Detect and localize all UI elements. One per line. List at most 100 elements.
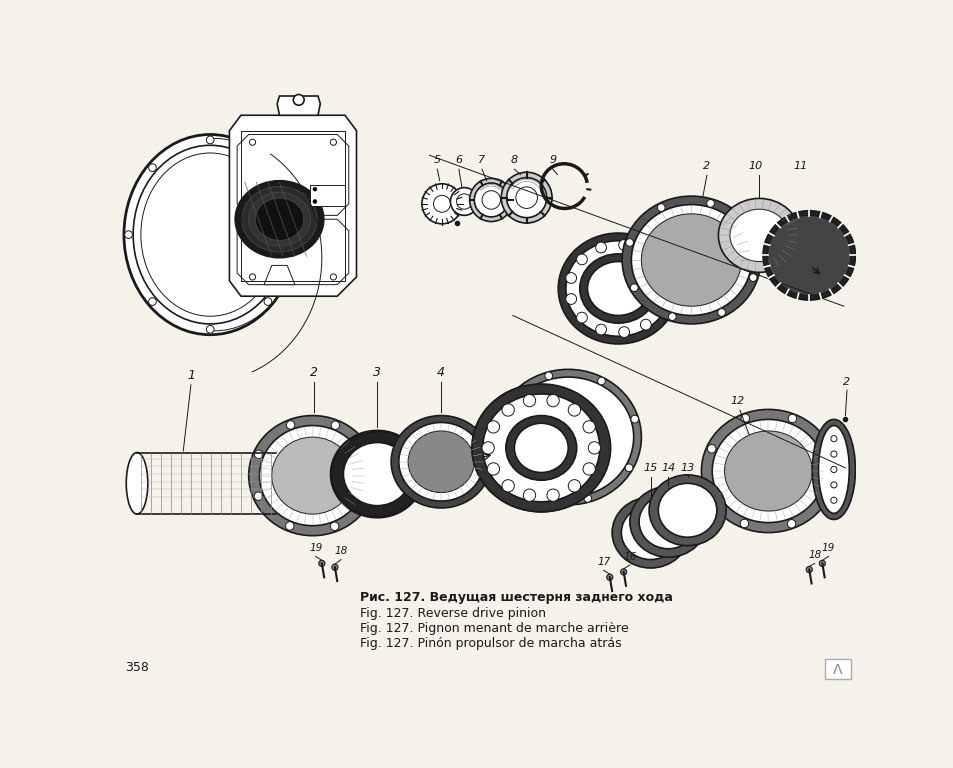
Text: 11: 11 <box>793 161 807 171</box>
Circle shape <box>546 395 558 407</box>
Polygon shape <box>277 96 320 115</box>
Circle shape <box>830 482 836 488</box>
Ellipse shape <box>558 233 678 344</box>
Circle shape <box>503 402 511 410</box>
Ellipse shape <box>767 215 850 296</box>
Text: 4: 4 <box>436 366 445 379</box>
Circle shape <box>330 522 338 531</box>
Circle shape <box>285 521 294 530</box>
Circle shape <box>487 421 499 433</box>
Ellipse shape <box>587 262 648 316</box>
Ellipse shape <box>408 431 474 492</box>
Ellipse shape <box>482 394 599 502</box>
Circle shape <box>588 442 600 454</box>
Text: 1: 1 <box>187 369 194 382</box>
Circle shape <box>362 493 371 502</box>
Text: 6: 6 <box>455 155 462 165</box>
Ellipse shape <box>242 187 316 252</box>
Circle shape <box>618 240 629 250</box>
Circle shape <box>362 451 371 459</box>
Circle shape <box>149 298 156 306</box>
Circle shape <box>568 480 580 492</box>
Text: 2: 2 <box>702 161 710 171</box>
Circle shape <box>655 303 666 314</box>
Circle shape <box>830 497 836 503</box>
Circle shape <box>830 435 836 442</box>
Ellipse shape <box>565 241 670 336</box>
Text: Рис. 127. Ведущая шестерня заднего хода: Рис. 127. Ведущая шестерня заднего хода <box>360 591 673 604</box>
Circle shape <box>740 414 749 422</box>
Text: 15: 15 <box>643 463 657 473</box>
Text: 14: 14 <box>660 463 675 473</box>
Ellipse shape <box>639 495 697 549</box>
Circle shape <box>805 567 811 573</box>
Ellipse shape <box>514 423 568 472</box>
Circle shape <box>546 395 558 407</box>
Circle shape <box>830 466 836 472</box>
Circle shape <box>481 190 500 209</box>
Circle shape <box>546 489 558 502</box>
Ellipse shape <box>126 452 148 514</box>
Circle shape <box>821 489 828 498</box>
FancyBboxPatch shape <box>823 659 850 679</box>
Ellipse shape <box>629 486 706 558</box>
Circle shape <box>421 184 461 223</box>
FancyBboxPatch shape <box>310 184 345 206</box>
Text: 18: 18 <box>807 550 821 560</box>
Circle shape <box>254 450 263 458</box>
Circle shape <box>313 200 316 204</box>
Circle shape <box>606 574 612 581</box>
Ellipse shape <box>248 192 310 247</box>
Circle shape <box>568 404 580 416</box>
Text: Λ: Λ <box>832 663 841 677</box>
Circle shape <box>749 273 757 281</box>
Ellipse shape <box>612 497 688 568</box>
Circle shape <box>639 247 651 258</box>
Ellipse shape <box>723 431 811 511</box>
Text: 358: 358 <box>126 660 150 674</box>
Circle shape <box>624 464 632 472</box>
Circle shape <box>830 451 836 457</box>
Ellipse shape <box>762 210 855 300</box>
Text: 3: 3 <box>373 366 381 379</box>
Circle shape <box>787 414 796 422</box>
Circle shape <box>318 561 325 567</box>
Circle shape <box>655 263 666 273</box>
Circle shape <box>487 463 499 475</box>
Circle shape <box>630 284 638 292</box>
Circle shape <box>474 183 508 217</box>
Ellipse shape <box>621 196 760 324</box>
Circle shape <box>469 178 513 221</box>
Ellipse shape <box>631 204 751 316</box>
Circle shape <box>481 442 494 454</box>
Circle shape <box>565 293 576 304</box>
Circle shape <box>433 195 450 212</box>
Text: 13: 13 <box>679 463 694 473</box>
Circle shape <box>286 421 294 429</box>
Text: 16: 16 <box>622 551 636 561</box>
Text: 19: 19 <box>821 543 834 553</box>
Circle shape <box>660 283 672 294</box>
Circle shape <box>332 564 337 571</box>
Circle shape <box>630 415 638 423</box>
Circle shape <box>206 326 213 333</box>
Ellipse shape <box>579 254 656 323</box>
Circle shape <box>264 298 272 306</box>
Polygon shape <box>237 219 349 285</box>
Circle shape <box>516 187 537 208</box>
Circle shape <box>576 254 587 265</box>
Ellipse shape <box>472 384 610 511</box>
Text: Fig. 127. Pinón propulsor de marcha atrás: Fig. 127. Pinón propulsor de marcha atrá… <box>360 637 621 650</box>
Text: 17: 17 <box>597 557 610 567</box>
Circle shape <box>657 204 664 211</box>
Ellipse shape <box>505 415 577 480</box>
Circle shape <box>595 242 606 253</box>
Circle shape <box>330 274 336 280</box>
Ellipse shape <box>482 394 599 502</box>
Ellipse shape <box>272 437 353 514</box>
Circle shape <box>501 404 514 416</box>
Circle shape <box>576 313 587 323</box>
Circle shape <box>523 395 535 407</box>
Circle shape <box>706 488 715 497</box>
Circle shape <box>565 273 576 283</box>
